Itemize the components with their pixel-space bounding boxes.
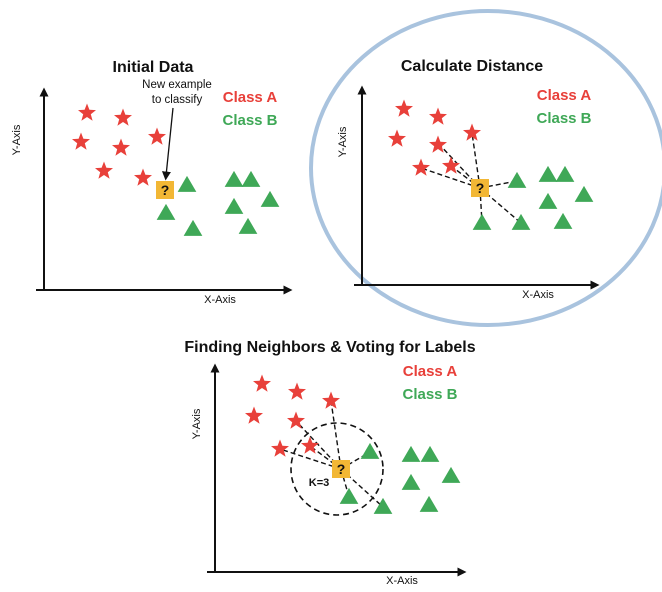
question-mark-box-icon [332,460,350,478]
legend-class-a: Class A [223,89,278,106]
red-star-icon [134,168,152,186]
k-label: K=3 [309,477,330,489]
green-triangle-icon [574,185,594,202]
y-axis-label: Y-Axis [11,124,23,155]
distance-line [309,445,342,470]
query-label: ? [337,461,346,477]
annotation-new-example: New example [142,79,212,91]
panel-title-voting: Finding Neighbors & Voting for Labels [184,339,475,356]
red-star-icon [429,107,447,125]
green-triangle-icon [507,171,527,188]
green-triangle-icon [260,190,280,207]
red-star-icon [95,161,113,179]
green-triangle-icon [511,213,531,230]
green-triangle-icon [238,217,258,234]
query-label: ? [161,182,170,198]
panel-initial-data: Initial Data Y-Axis X-Axis Class A Class… [11,59,293,306]
red-star-icon [412,158,430,176]
annotation-arrow [161,107,174,181]
panel-calculate-distance: Calculate Distance Y-Axis X-Axis Class A… [337,58,600,301]
green-triangle-icon [224,197,244,214]
green-triangle-icon [538,192,558,209]
red-star-icon [148,127,166,145]
distance-line [450,165,481,189]
y-axis-label: Y-Axis [191,408,203,439]
question-mark-box-icon [471,179,489,197]
green-triangle-icon [538,165,558,182]
green-triangle-icon [401,473,421,490]
green-triangle-icon [373,497,393,514]
red-star-icon [72,132,90,150]
red-star-icon [287,411,305,429]
red-star-icon [463,123,481,141]
red-star-icon [395,99,413,117]
distance-line [420,167,481,189]
green-triangle-icon [553,212,573,229]
red-star-icon [388,129,406,147]
legend-class-a: Class A [537,87,592,104]
green-triangle-icon [339,487,359,504]
green-triangle-icon [177,175,197,192]
highlight-circle [309,9,662,327]
red-star-icon [322,391,340,409]
red-star-icon [271,439,289,457]
red-star-icon [288,382,306,400]
green-triangle-icon [401,445,421,462]
red-star-icon [78,103,96,121]
red-star-icon [442,156,460,174]
green-triangle-icon [360,442,380,459]
red-star-icon [429,135,447,153]
legend-class-b: Class B [402,386,457,403]
distance-line [479,187,483,224]
green-triangle-icon [419,495,439,512]
green-triangle-icon [183,219,203,236]
green-triangle-icon [420,445,440,462]
green-triangle-icon [156,203,176,220]
green-triangle-icon [555,165,575,182]
distance-line [479,180,518,189]
y-axis-label: Y-Axis [337,126,349,157]
x-axis-label: X-Axis [386,575,418,587]
distance-line [330,400,342,470]
panel-title-distance: Calculate Distance [401,58,543,75]
distance-line [471,132,481,189]
green-triangle-icon [441,466,461,483]
legend-class-a: Class A [403,363,458,380]
green-triangle-icon [224,170,244,187]
distance-line [279,448,342,470]
red-star-icon [245,406,263,424]
red-star-icon [301,436,319,454]
green-triangle-icon [241,170,261,187]
green-triangle-icon [472,213,492,230]
x-axis-label: X-Axis [204,294,236,306]
question-mark-box-icon [156,181,174,199]
annotation-to-classify: to classify [152,94,203,106]
panel-title-initial: Initial Data [113,59,194,76]
x-axis-label: X-Axis [522,289,554,301]
red-star-icon [253,374,271,392]
panel-neighbors-voting: Finding Neighbors & Voting for Labels Y-… [184,339,475,587]
legend-class-b: Class B [222,112,277,129]
legend-class-b: Class B [536,110,591,127]
red-star-icon [112,138,130,156]
k-neighborhood-circle [290,422,384,516]
red-star-icon [114,108,132,126]
query-label: ? [476,180,485,196]
